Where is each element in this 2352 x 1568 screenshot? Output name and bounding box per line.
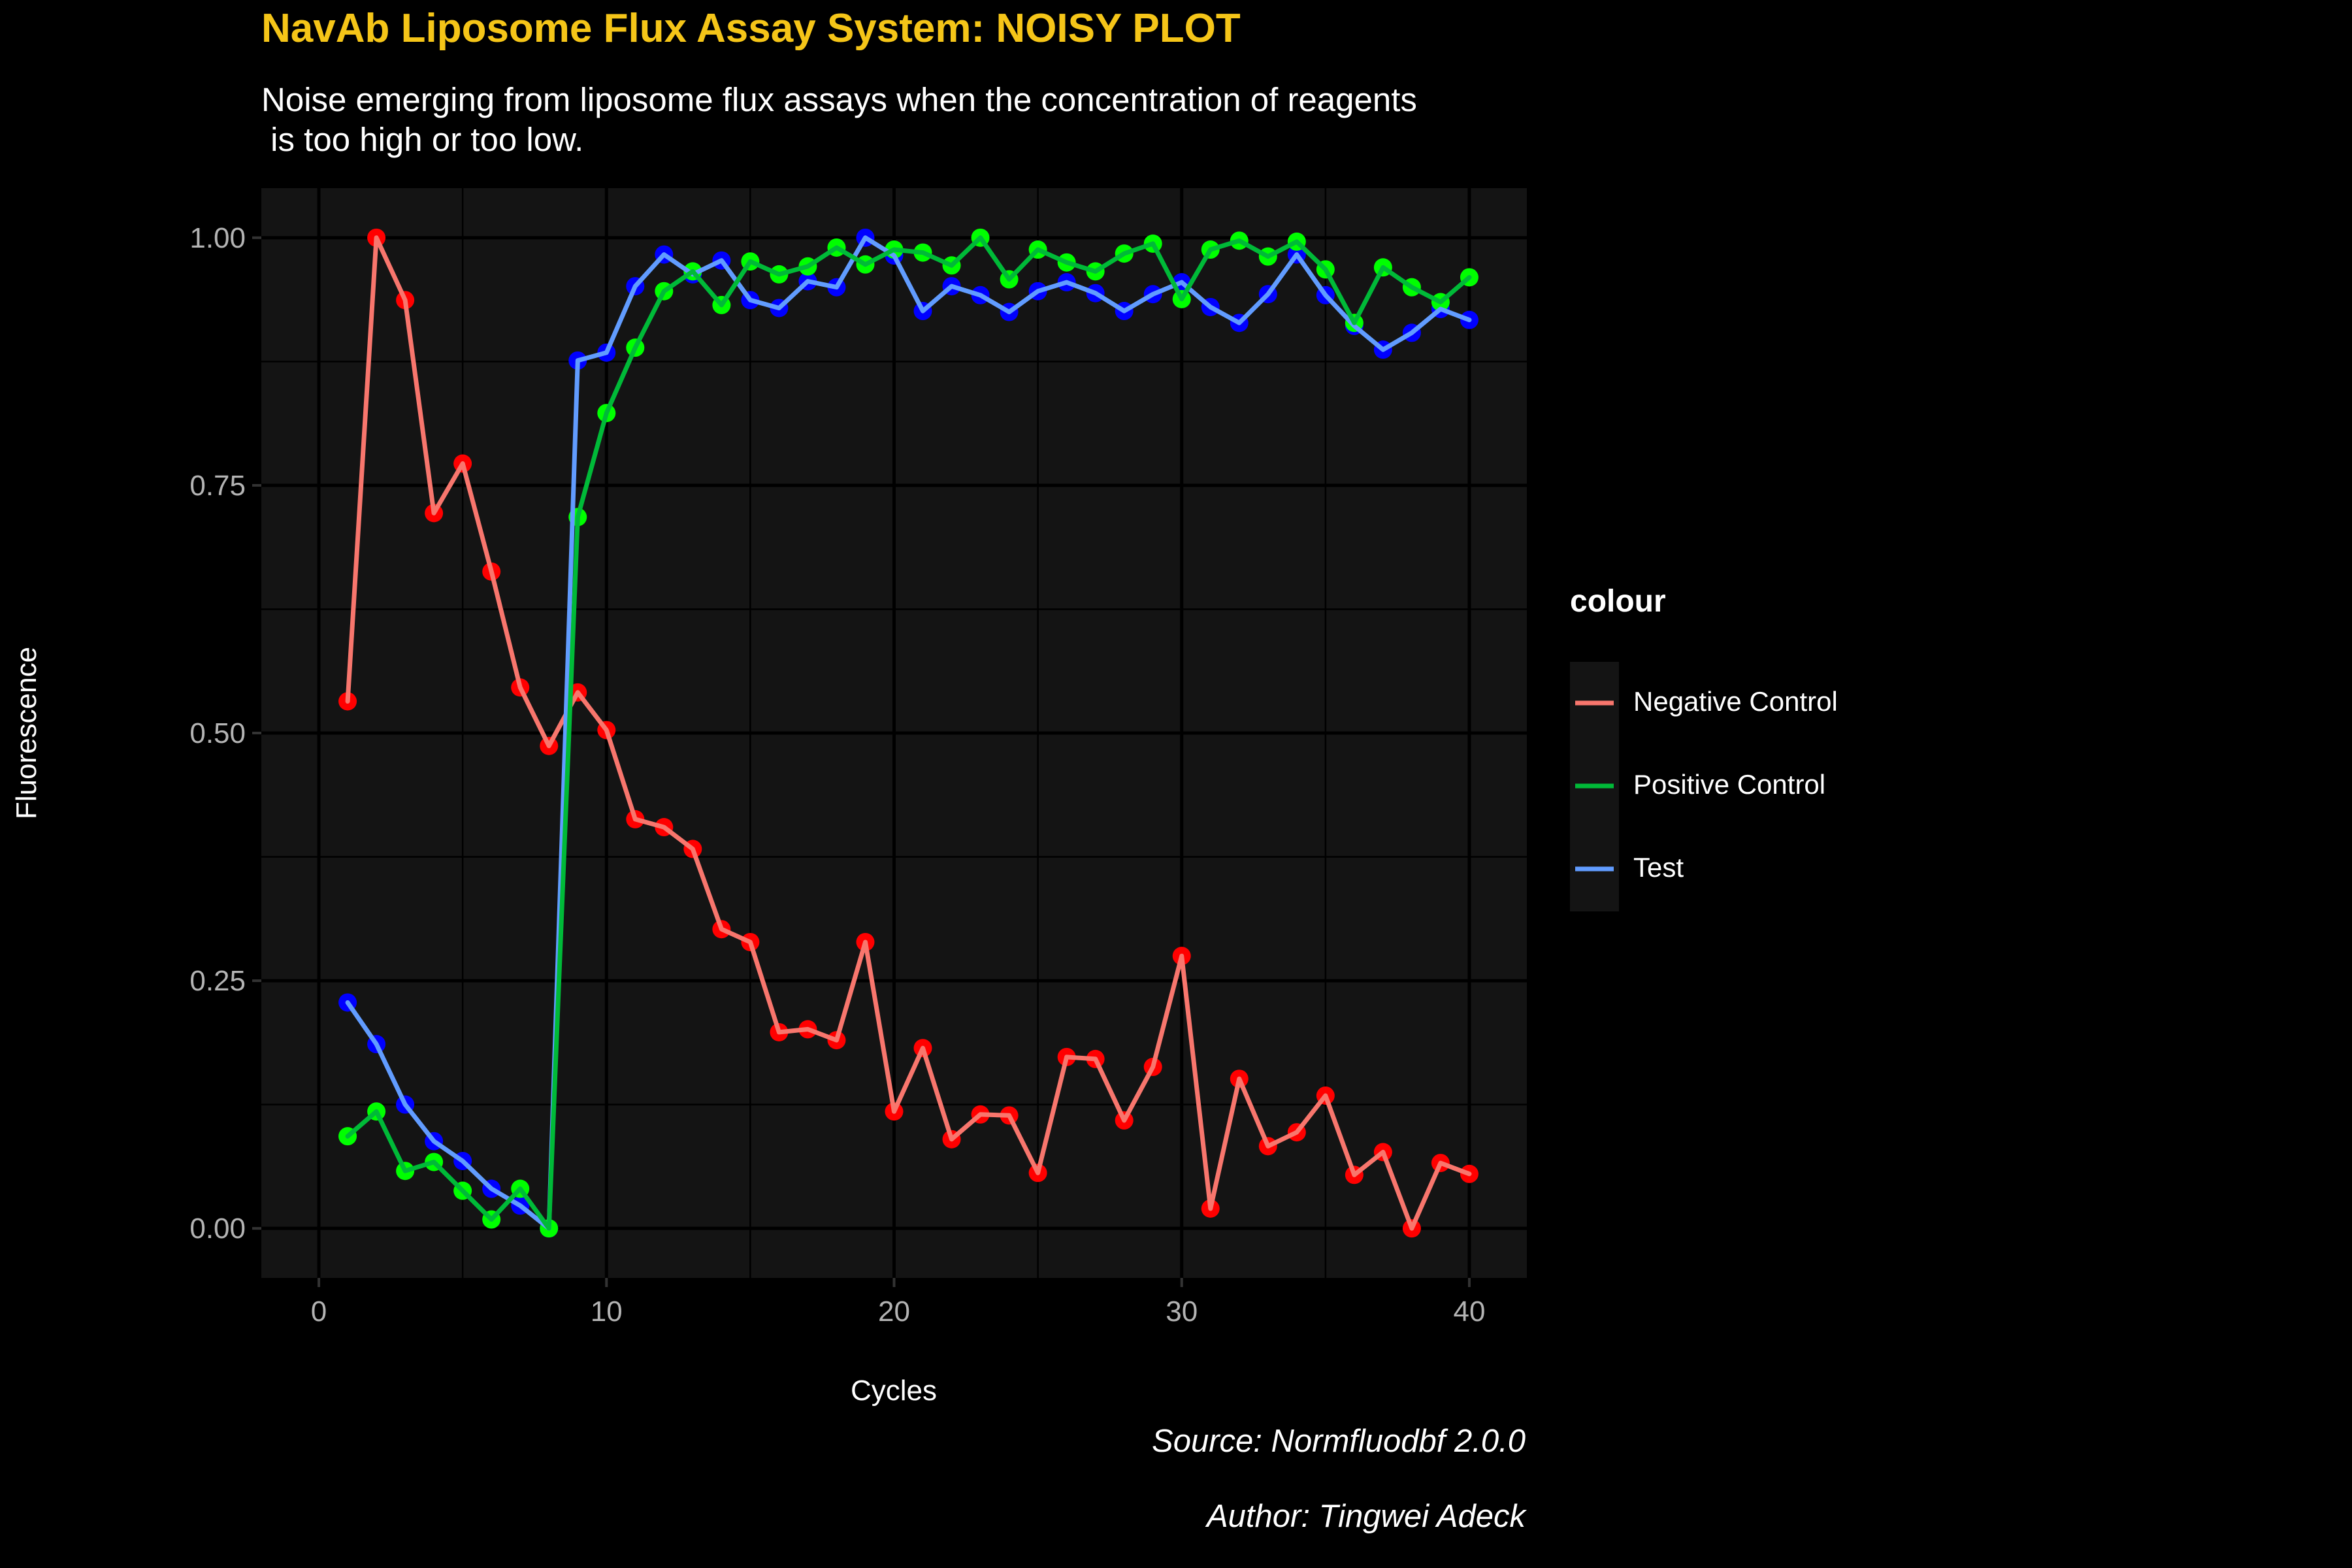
axis-layer: 0 10 20 30 40 0.00 0.25 0.50 0.75 1.00 [189,222,1485,1328]
y-axis-label: Fluorescence [10,647,42,819]
legend-keys [1575,700,1614,872]
legend-label-positive-control: Positive Control [1633,769,1826,800]
y-tick-label: 1.00 [189,222,246,254]
x-tick-label: 20 [878,1296,910,1328]
legend-title: colour [1570,584,1666,619]
y-tick-label: 0.75 [189,470,246,502]
legend-label-negative-control: Negative Control [1633,686,1838,717]
y-tick-label: 0.00 [189,1213,246,1245]
caption-author: Author: Tingwei Adeck [1207,1499,1526,1534]
legend-label-test: Test [1633,852,1684,883]
x-axis-label: Cycles [851,1375,937,1407]
series-layer [338,228,1478,1238]
chart-subtitle: Noise emerging from liposome flux assays… [261,81,1417,158]
x-tick-label: 10 [591,1296,623,1328]
line-test [345,235,1472,1231]
y-tick-label: 0.50 [189,717,246,749]
line-negative-control [345,235,1472,1231]
x-tick-label: 0 [311,1296,327,1328]
chart-title: NavAb Liposome Flux Assay System: NOISY … [261,6,1241,51]
x-tick-label: 40 [1453,1296,1485,1328]
line-positive-control [345,235,1472,1231]
x-tick-label: 30 [1166,1296,1198,1328]
caption-source: Source: Normfluodbf 2.0.0 [1152,1424,1526,1459]
major-gridlines [261,188,1527,1278]
y-tick-label: 0.25 [189,965,246,997]
